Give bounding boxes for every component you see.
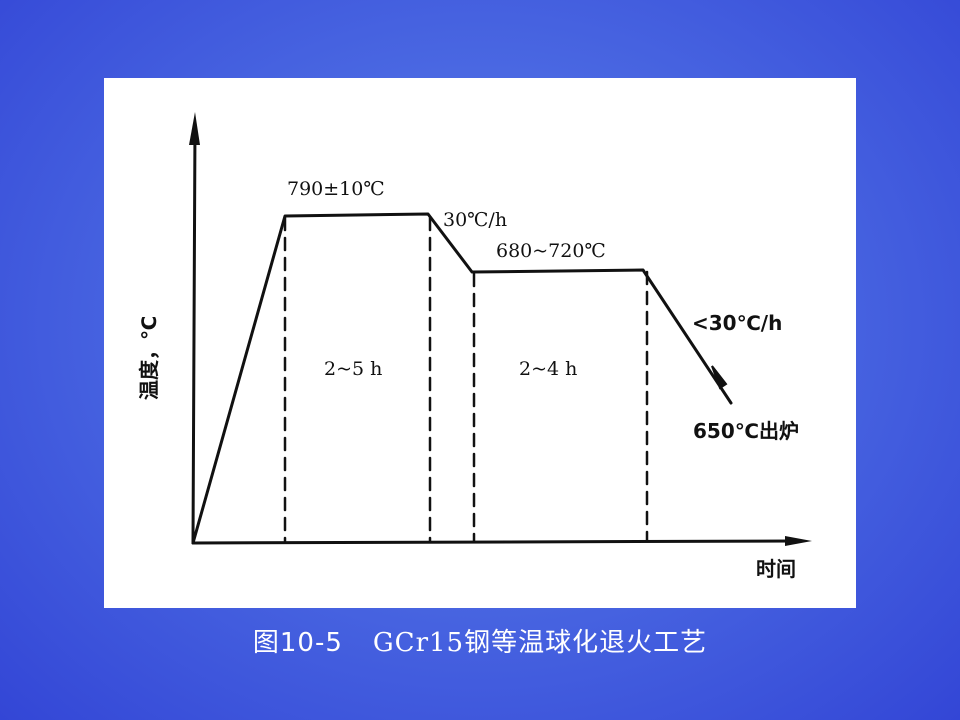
diagram-panel: [104, 78, 856, 608]
label-discharge: 650℃出炉: [693, 419, 799, 443]
figure-title: GCr15钢等温球化退火工艺: [372, 628, 708, 658]
y-axis: [191, 123, 197, 545]
label-hold-2: 2~4 h: [519, 358, 577, 380]
x-axis-label: 时间: [756, 557, 796, 581]
label-isothermal-temp: 680~720℃: [496, 240, 606, 262]
cooling-arrow: [711, 365, 728, 390]
label-cool-rate-1: 30℃/h: [443, 209, 507, 231]
y-axis-label: 温度，℃: [137, 316, 161, 400]
x-axis: [191, 539, 797, 545]
label-austenitize-temp: 790±10℃: [287, 178, 385, 200]
label-hold-1: 2~5 h: [324, 358, 382, 380]
figure-number: 图10-5: [252, 628, 343, 658]
x-axis-arrow: [785, 536, 812, 546]
label-cool-rate-2: <30℃/h: [692, 311, 782, 335]
y-axis-arrow: [189, 112, 200, 145]
figure-caption: 图10-5 GCr15钢等温球化退火工艺: [0, 622, 960, 659]
process-curve: [191, 212, 733, 545]
